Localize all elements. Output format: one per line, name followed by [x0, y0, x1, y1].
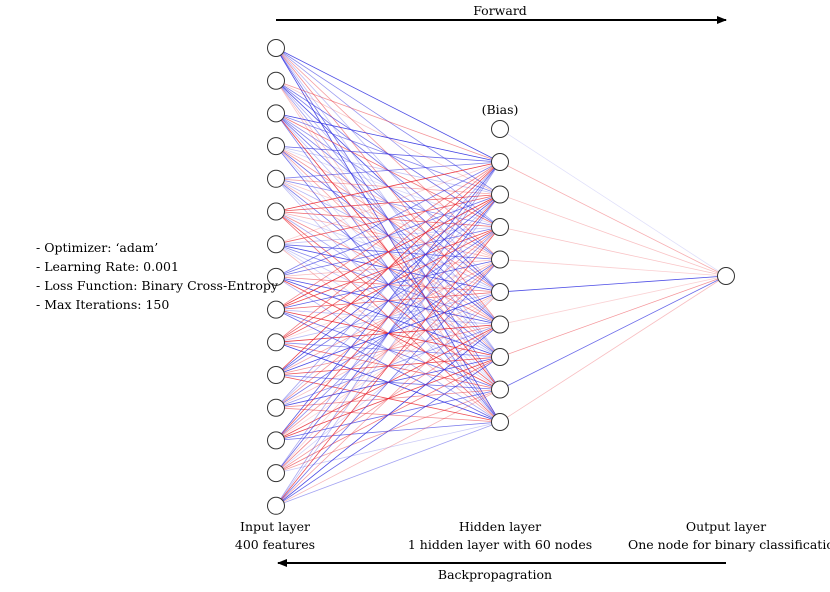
hidden-node-7 — [491, 348, 509, 366]
edge-hidden-6-output — [499, 275, 727, 325]
network-nodes — [267, 39, 735, 515]
input-node-9 — [267, 300, 285, 319]
edge-hidden-1-output — [499, 161, 727, 277]
edge-input-2-hidden-1 — [275, 80, 501, 163]
edge-input-1-hidden-1 — [275, 47, 501, 163]
edge-hidden-9-output — [499, 275, 727, 423]
hidden-layer-label: Hidden layer 1 hidden layer with 60 node… — [400, 518, 600, 554]
edge-input-11-hidden-2 — [275, 194, 501, 376]
input-node-6 — [267, 202, 285, 221]
param-learning-rate: - Learning Rate: 0.001 — [36, 259, 179, 274]
edge-input-10-hidden-1 — [275, 161, 501, 343]
input-node-3 — [267, 104, 285, 123]
input-node-14 — [267, 464, 285, 483]
output-layer-label: Output layer One node for binary classif… — [628, 518, 830, 554]
input-node-15 — [267, 496, 285, 515]
input-node-8 — [267, 267, 285, 286]
edge-input-4-hidden-1 — [275, 145, 501, 163]
edge-hidden-5-output — [499, 275, 727, 293]
edge-input-11-hidden-1 — [275, 161, 501, 376]
param-max-iterations: - Max Iterations: 150 — [36, 297, 170, 312]
bias-label: (Bias) — [481, 102, 519, 117]
edge-input-15-hidden-7 — [275, 356, 501, 507]
hidden-layer-title: Hidden layer — [458, 519, 542, 534]
edge-input-15-hidden-5 — [275, 291, 501, 507]
input-layer-label: Input layer 400 features — [205, 518, 345, 554]
edge-input-15-hidden-3 — [275, 226, 501, 507]
edge-input-15-hidden-4 — [275, 259, 501, 507]
output-node — [717, 267, 735, 285]
input-layer-subtitle: 400 features — [234, 537, 316, 552]
input-node-7 — [267, 235, 285, 254]
param-loss-function: - Loss Function: Binary Cross-Entropy — [36, 278, 278, 293]
hidden-node-5 — [491, 283, 509, 301]
hidden-node-6 — [491, 315, 509, 334]
backward-label: Backpropagration — [437, 567, 553, 582]
input-node-4 — [267, 137, 285, 156]
hidden-node-2 — [491, 185, 509, 204]
input-node-12 — [267, 398, 285, 417]
training-parameters: - Optimizer: ‘adam’ - Learning Rate: 0.0… — [36, 238, 278, 314]
edge-input-14-hidden-1 — [275, 161, 501, 474]
input-node-1 — [267, 39, 285, 57]
hidden-layer-subtitle: 1 hidden layer with 60 nodes — [407, 537, 593, 552]
edge-input-15-hidden-9 — [275, 421, 501, 507]
input-layer-title: Input layer — [240, 519, 310, 534]
input-node-11 — [267, 366, 285, 384]
edge-hidden-2-output — [499, 194, 727, 277]
hidden-node-9 — [491, 413, 509, 431]
param-optimizer: - Optimizer: ‘adam’ — [36, 240, 159, 255]
hidden-node-1 — [491, 153, 509, 171]
hidden-node-3 — [491, 218, 509, 236]
edge-input-15-hidden-6 — [275, 324, 501, 507]
edge-hidden-3-output — [499, 226, 727, 277]
hidden-output-connections — [499, 128, 727, 423]
edge-input-15-hidden-1 — [275, 161, 501, 507]
edge-input-14-hidden-3 — [275, 226, 501, 474]
bias-node — [491, 120, 509, 138]
edge-hidden-4-output — [499, 259, 727, 277]
edge-input-6-hidden-1 — [275, 161, 501, 212]
edge-input-15-hidden-8 — [275, 389, 501, 507]
edge-hidden-7-output — [499, 275, 727, 358]
edge-input-13-hidden-4 — [275, 259, 501, 441]
edge-input-14-hidden-6 — [275, 324, 501, 474]
output-layer-subtitle: One node for binary classification — [628, 537, 830, 552]
input-hidden-connections — [275, 47, 501, 507]
edge-input-9-hidden-1 — [275, 161, 501, 310]
edge-bias-output — [499, 128, 727, 277]
input-node-5 — [267, 169, 285, 188]
input-node-2 — [267, 71, 285, 90]
edge-input-12-hidden-5 — [275, 291, 501, 409]
edge-input-13-hidden-1 — [275, 161, 501, 441]
edge-input-7-hidden-1 — [275, 161, 501, 245]
edge-input-3-hidden-1 — [275, 113, 501, 163]
edge-input-5-hidden-1 — [275, 161, 501, 180]
edge-input-14-hidden-2 — [275, 194, 501, 474]
input-node-10 — [267, 333, 285, 352]
hidden-node-4 — [491, 250, 509, 269]
edge-input-15-hidden-2 — [275, 194, 501, 507]
edge-input-8-hidden-1 — [275, 161, 501, 278]
edge-input-12-hidden-1 — [275, 161, 501, 408]
forward-label: Forward — [473, 3, 527, 18]
edge-input-13-hidden-2 — [275, 194, 501, 441]
edge-input-11-hidden-6 — [275, 324, 501, 376]
input-node-13 — [267, 431, 285, 450]
output-layer-title: Output layer — [685, 519, 767, 534]
edge-hidden-8-output — [499, 275, 727, 390]
hidden-node-8 — [491, 380, 509, 399]
